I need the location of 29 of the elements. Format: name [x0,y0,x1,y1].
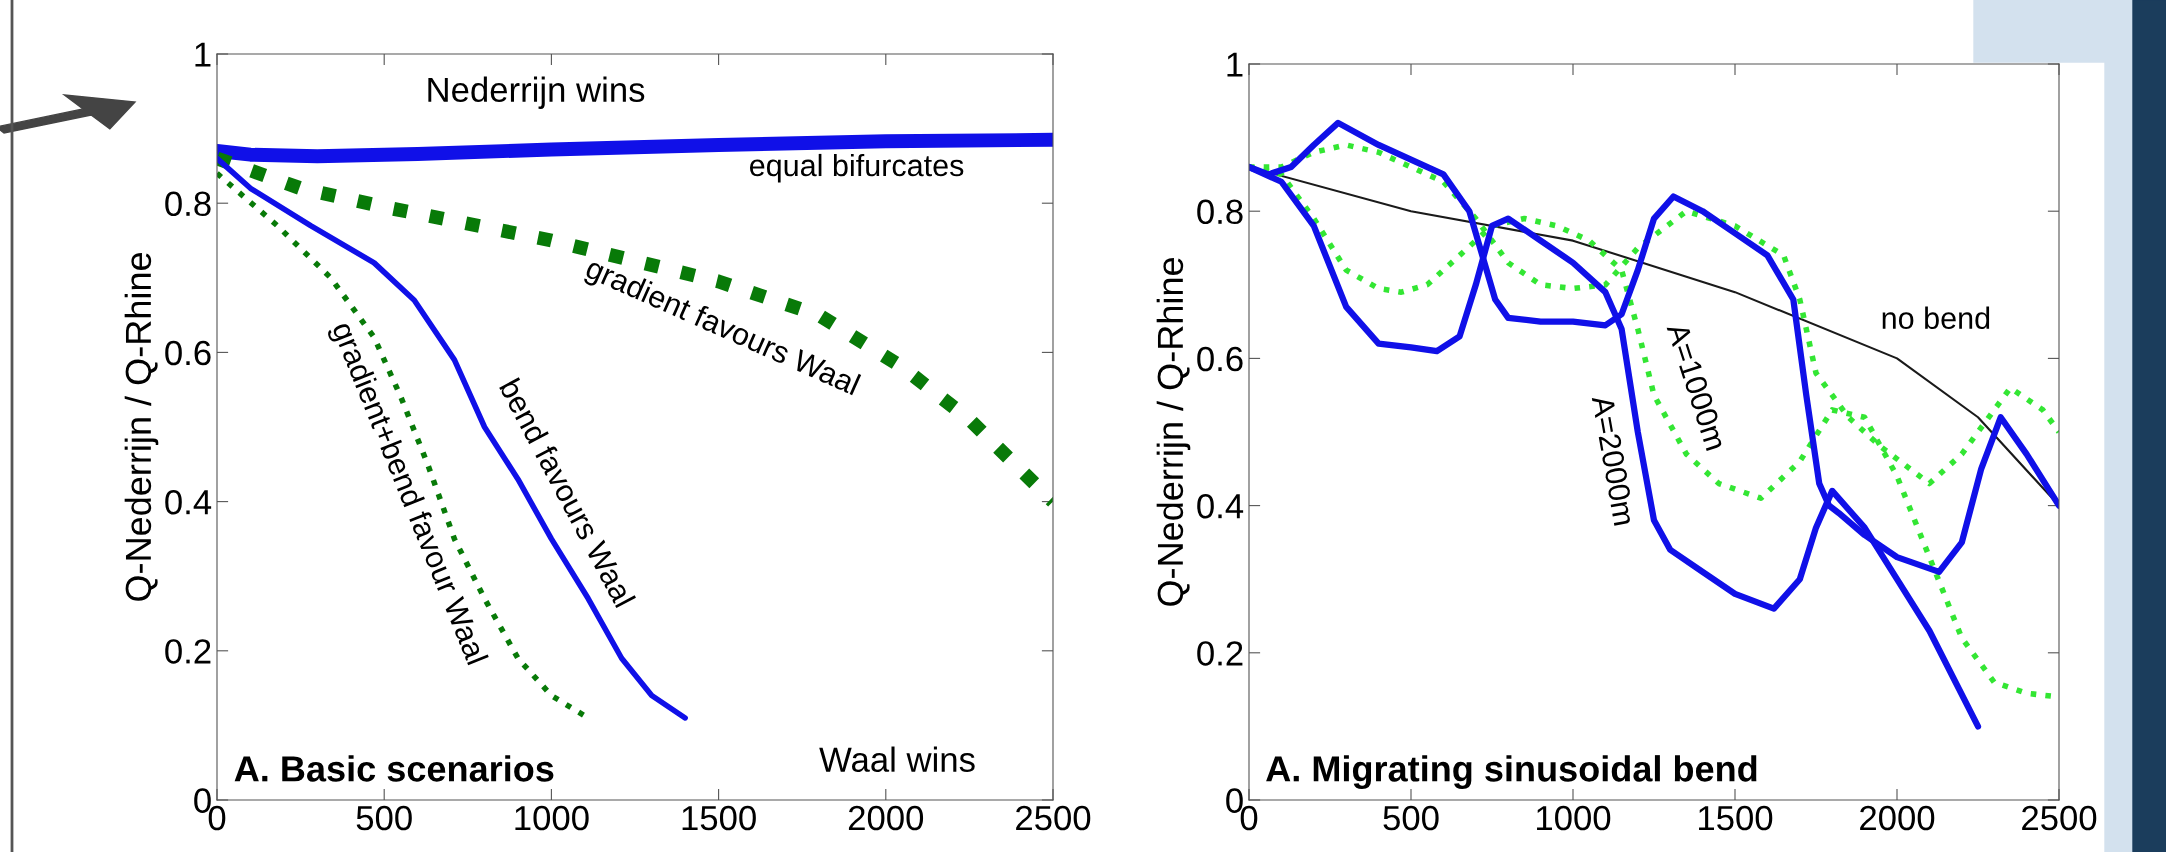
y-tick-label: 0.6 [1197,346,1243,372]
x-tick-label: 1000 [515,805,589,831]
x-tick-label: 1500 [682,805,756,831]
annotation: A=2000m [1591,394,1636,526]
annotation: Nederrijn wins [428,76,645,109]
annotation: no bend [1882,306,1990,330]
x-tick-label: 2000 [1860,805,1935,831]
x-tick-label: 500 [1383,805,1439,831]
y-tick-label: 0.2 [165,639,211,664]
x-tick-label: 2500 [2022,805,2097,831]
y-tick-label: 0.8 [1197,199,1243,225]
y-tick-label: 0.4 [165,489,212,515]
annotation: Waal wins [819,746,975,773]
y-tick-label: 1 [1227,52,1243,77]
y-axis-title: Q-Nederrijn / Q-Rhine [124,253,159,601]
text: A. Basic scenarios [234,755,554,782]
x-tick-label: 1500 [1699,805,1773,831]
x-tick-label: 2500 [1016,805,1091,831]
y-tick-label: 0.4 [1197,493,1244,519]
x-tick-label: 1000 [1537,805,1611,831]
y-tick-label: 0.6 [165,340,211,366]
text: A. Migrating sinusoidal bend [1266,755,1757,789]
y-tick-label: 1 [195,42,211,67]
annotation: equal bifurcates [749,153,964,183]
y-tick-label: 0.2 [1197,641,1243,666]
x-tick-label: 2000 [848,805,924,831]
y-tick-label: 0.8 [165,191,211,217]
x-tick-label: 500 [356,805,412,831]
y-axis-title: Q-Nederrijn / Q-Rhine [1156,258,1191,606]
